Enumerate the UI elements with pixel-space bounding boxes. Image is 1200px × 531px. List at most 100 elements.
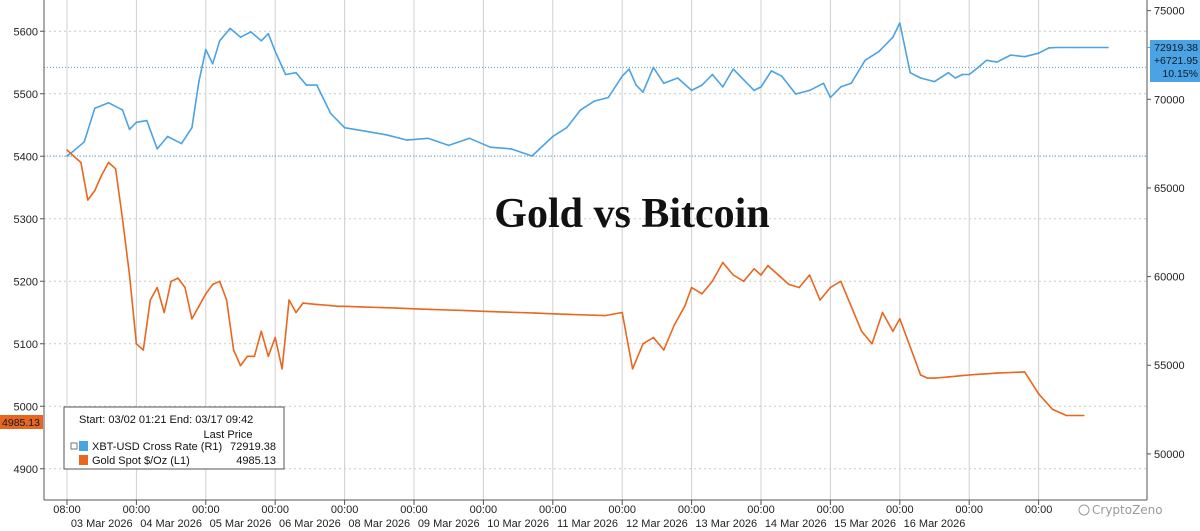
x-date-label: 03 Mar 2026 — [71, 518, 133, 530]
gold-data-point — [274, 336, 277, 339]
gold-data-point — [798, 286, 800, 289]
bitcoin-data-point — [343, 126, 346, 129]
gold-data-point — [191, 318, 193, 320]
right-tick-label: 55000 — [1154, 360, 1185, 372]
legend-value-bitcoin: 72919.38 — [230, 441, 276, 453]
right-tag-price: 72919.38 — [1154, 42, 1198, 54]
bitcoin-data-point — [919, 77, 922, 79]
gold-data-point — [205, 293, 207, 295]
x-time-label: 08:00 — [53, 504, 81, 516]
x-time-label: 00:00 — [608, 504, 636, 516]
legend: Start: 03/02 01:21 End: 03/17 09:42 Last… — [63, 406, 285, 470]
gold-data-point — [142, 349, 145, 351]
x-date-label: 13 Mar 2026 — [695, 518, 757, 530]
x-time-label: 00:00 — [955, 504, 983, 516]
bitcoin-data-point — [489, 146, 492, 148]
gold-data-point — [260, 330, 263, 333]
gold-data-point — [1010, 371, 1012, 374]
right-tick-label: 70000 — [1154, 94, 1185, 106]
gold-data-point — [767, 264, 769, 267]
bitcoin-data-point — [850, 82, 852, 85]
gold-data-point — [177, 277, 179, 279]
bitcoin-data-point — [385, 134, 388, 136]
bitcoin-data-point — [128, 128, 131, 131]
gold-data-point — [323, 304, 325, 306]
right-tick-label: 75000 — [1154, 6, 1185, 18]
gold-data-point — [701, 293, 703, 295]
gold-data-point — [954, 375, 957, 378]
legend-box — [63, 406, 285, 470]
gold-data-point — [218, 280, 221, 283]
gold-data-point — [711, 280, 714, 283]
gold-data-point — [465, 309, 467, 312]
left-last-price-tag: 4985.13 — [0, 415, 43, 429]
gold-data-point — [336, 305, 339, 308]
bitcoin-data-point — [975, 68, 977, 70]
bitcoin-data-point — [690, 89, 693, 92]
bitcoin-data-point — [1072, 46, 1075, 49]
bitcoin-data-point — [406, 139, 408, 141]
gold-data-point — [905, 336, 908, 339]
x-date-label: 11 Mar 2026 — [557, 518, 618, 530]
gold-data-point — [722, 261, 724, 264]
x-time-label: 00:00 — [539, 504, 567, 516]
bitcoin-data-point — [947, 71, 950, 74]
bitcoin-data-point — [663, 82, 665, 85]
legend-expand-icon — [70, 442, 78, 450]
left-tick-label: 4900 — [14, 464, 38, 476]
bitcoin-data-point — [742, 79, 745, 81]
bitcoin-data-point — [267, 32, 270, 35]
x-date-label: 08 Mar 2026 — [348, 518, 410, 530]
bitcoin-data-point — [211, 63, 214, 65]
x-date-label: 04 Mar 2026 — [140, 518, 202, 530]
bitcoin-data-point — [1048, 47, 1050, 49]
legend-label-bitcoin: XBT-USD Cross Rate (R1) — [92, 441, 222, 453]
x-date-label: 05 Mar 2026 — [210, 518, 272, 530]
x-time-label: 00:00 — [886, 504, 914, 516]
left-tick-label: 5400 — [14, 151, 38, 163]
gold-data-point — [329, 304, 332, 307]
bitcoin-data-point — [794, 93, 797, 95]
bitcoin-data-point — [1037, 52, 1040, 54]
bitcoin-data-point — [1055, 46, 1057, 49]
left-tick-label: 5600 — [14, 26, 38, 38]
x-time-label: 00:00 — [1025, 504, 1053, 516]
gold-data-point — [892, 330, 894, 333]
gold-data-point — [288, 299, 290, 301]
bitcoin-data-point — [274, 50, 277, 53]
gold-data-point — [683, 305, 686, 308]
gold-data-point — [107, 161, 110, 164]
legend-column-header: Last Price — [204, 429, 253, 441]
bitcoin-data-point — [191, 126, 193, 129]
chart-title: Gold vs Bitcoin — [494, 191, 769, 237]
right-tag-change: +6721.95 — [1154, 55, 1198, 67]
legend-header: Start: 03/02 01:21 End: 03/17 09:42 — [79, 414, 253, 426]
x-date-label: 12 Mar 2026 — [626, 518, 688, 530]
gold-data-point — [569, 313, 571, 316]
gold-data-point — [361, 306, 363, 308]
bitcoin-data-point — [316, 84, 318, 86]
bitcoin-data-point — [621, 75, 623, 77]
gold-data-point — [517, 311, 519, 314]
bitcoin-data-point — [635, 84, 637, 86]
bitcoin-data-point — [121, 109, 124, 111]
gold-data-point — [819, 299, 821, 301]
gold-data-point — [663, 349, 665, 351]
gold-data-point — [975, 373, 977, 376]
gold-data-point — [316, 303, 318, 306]
bitcoin-data-point — [229, 27, 231, 30]
gold-data-point — [881, 311, 884, 314]
gold-data-point — [295, 311, 297, 314]
legend-swatch-bitcoin — [79, 441, 88, 451]
gold-data-point — [690, 286, 693, 289]
left-tick-label: 5100 — [14, 339, 38, 351]
left-tag-box — [0, 415, 43, 429]
x-time-label: 00:00 — [123, 504, 151, 516]
bitcoin-data-point — [753, 89, 755, 92]
x-date-label: 06 Mar 2026 — [279, 518, 341, 530]
bitcoin-data-point — [909, 71, 911, 74]
gold-data-point — [309, 303, 311, 305]
gold-data-point — [302, 302, 304, 304]
